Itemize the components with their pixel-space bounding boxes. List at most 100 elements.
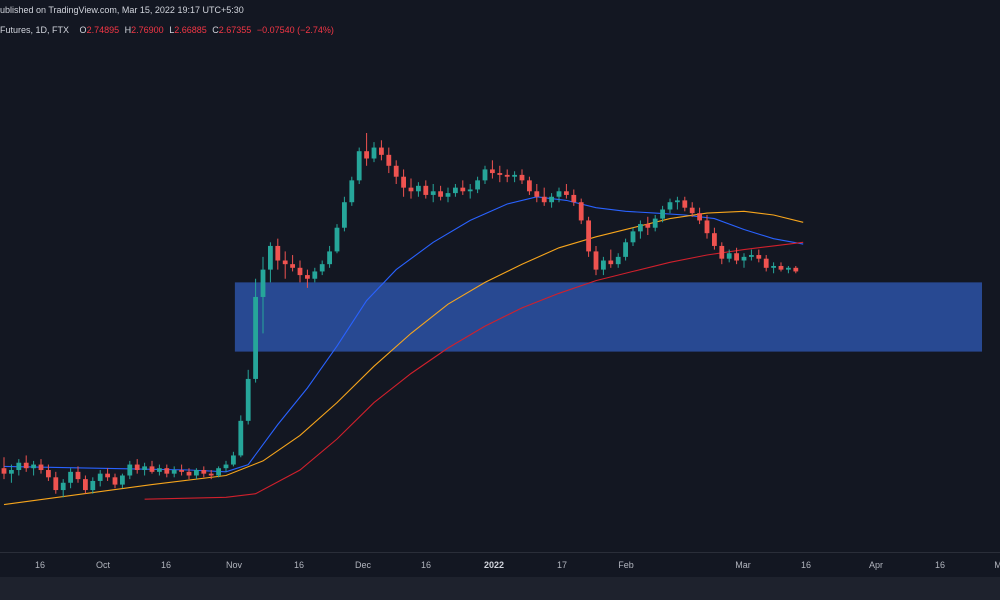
candle-body — [630, 231, 636, 243]
candle-body — [453, 187, 458, 194]
candle-body — [179, 470, 184, 472]
candle-body — [593, 251, 599, 270]
candle-body — [134, 464, 140, 471]
time-tick-label: 16 — [293, 560, 305, 570]
time-tick-label: 2022 — [483, 560, 505, 570]
time-tick-label: 16 — [420, 560, 432, 570]
candle-body — [149, 466, 155, 472]
candle-body — [527, 180, 532, 192]
candle-body — [60, 482, 66, 491]
time-tick-label: Mar — [735, 560, 751, 570]
candle-body — [38, 464, 44, 471]
time-tick-label: Feb — [618, 560, 634, 570]
time-tick-label: 16 — [34, 560, 46, 570]
candle-body — [23, 462, 29, 469]
ohlc-low-label: L — [169, 25, 175, 35]
ohlc-low-value: 2.66885 — [174, 25, 207, 35]
candle-body — [786, 267, 791, 270]
candle-body — [541, 196, 547, 203]
candle-body — [379, 147, 384, 155]
candle-body — [749, 255, 754, 257]
candle-body — [112, 477, 118, 485]
ohlc-high-value: 2.76900 — [131, 25, 164, 35]
candle-body — [578, 202, 584, 221]
zone-rectangle — [234, 282, 982, 352]
candle-body — [608, 260, 614, 265]
candle-body — [534, 191, 540, 197]
candle-body — [231, 455, 236, 465]
candle-body — [268, 245, 273, 270]
candle-body — [726, 253, 732, 259]
candle-body — [416, 185, 421, 192]
candle-body — [127, 464, 133, 476]
candle-body — [519, 174, 525, 181]
candle-body — [53, 477, 59, 491]
price-chart[interactable] — [0, 0, 1000, 552]
candle-body — [734, 253, 739, 261]
candle-body — [1, 468, 7, 474]
candle-body — [615, 256, 621, 265]
candle-body — [282, 260, 288, 265]
ma-red-line — [144, 241, 804, 500]
candle-body — [312, 271, 318, 279]
candle-body — [793, 267, 799, 272]
time-tick-label: Nov — [225, 560, 243, 570]
candle-body — [601, 260, 606, 270]
candle-body — [778, 265, 784, 270]
candle-body — [445, 193, 451, 197]
candle-body — [97, 473, 103, 481]
time-tick-label: 16 — [800, 560, 812, 570]
symbol-name: Futures, 1D, FTX — [0, 25, 70, 35]
candle-body — [253, 296, 258, 379]
symbol-line: Futures, 1D, FTX O2.74895 H2.76900 L2.66… — [0, 25, 337, 35]
candle-body — [556, 191, 562, 197]
candle-body — [504, 174, 510, 177]
candle-body — [171, 470, 177, 474]
ohlc-open-value: 2.74895 — [86, 25, 120, 35]
candle-body — [490, 169, 495, 174]
candle-body — [216, 468, 221, 476]
candle-body — [68, 471, 73, 483]
candle-body — [142, 466, 147, 471]
candle-body — [756, 255, 762, 259]
candle-body — [682, 200, 688, 208]
time-tick-label: 16 — [934, 560, 946, 570]
candle-body — [245, 378, 251, 421]
time-tick-label: 16 — [160, 560, 172, 570]
candle-body — [120, 475, 125, 485]
ma-orange-line — [3, 210, 804, 506]
candle-body — [623, 242, 628, 257]
candle-body — [349, 180, 355, 203]
candle-body — [371, 147, 377, 159]
candle-body — [549, 196, 554, 203]
candle-body — [408, 187, 414, 192]
candle-body — [275, 245, 281, 261]
candle-body — [564, 191, 569, 195]
ohlc-change-value: −0.07540 (−2.74%) — [256, 25, 334, 35]
candle-body — [771, 265, 776, 268]
candle-body — [652, 218, 658, 228]
candle-body — [90, 480, 96, 491]
ohlc-close-label: C — [212, 25, 219, 35]
candle-body — [697, 213, 702, 221]
candle-body — [393, 165, 399, 177]
candle-body — [386, 154, 392, 166]
time-tick-label: Oct — [95, 560, 111, 570]
candle-body — [319, 264, 325, 272]
time-axis[interactable]: 16 Oct 16 Nov 16 Dec 16 2022 17 Feb Mar 16 Apr 16 M — [0, 552, 1000, 577]
candle-body — [660, 209, 665, 219]
candle-body — [638, 224, 643, 232]
candle-body — [689, 207, 695, 214]
candle-body — [460, 187, 466, 192]
candle-body — [305, 275, 310, 279]
candle-body — [342, 202, 347, 228]
candle-body — [75, 471, 81, 480]
candle-body — [16, 462, 22, 471]
candle-body — [467, 189, 473, 192]
ohlc-high-label: H — [124, 25, 132, 35]
candle-body — [356, 151, 362, 181]
candle-body — [482, 169, 488, 181]
candle-body — [675, 200, 680, 203]
candle-body — [260, 269, 266, 297]
